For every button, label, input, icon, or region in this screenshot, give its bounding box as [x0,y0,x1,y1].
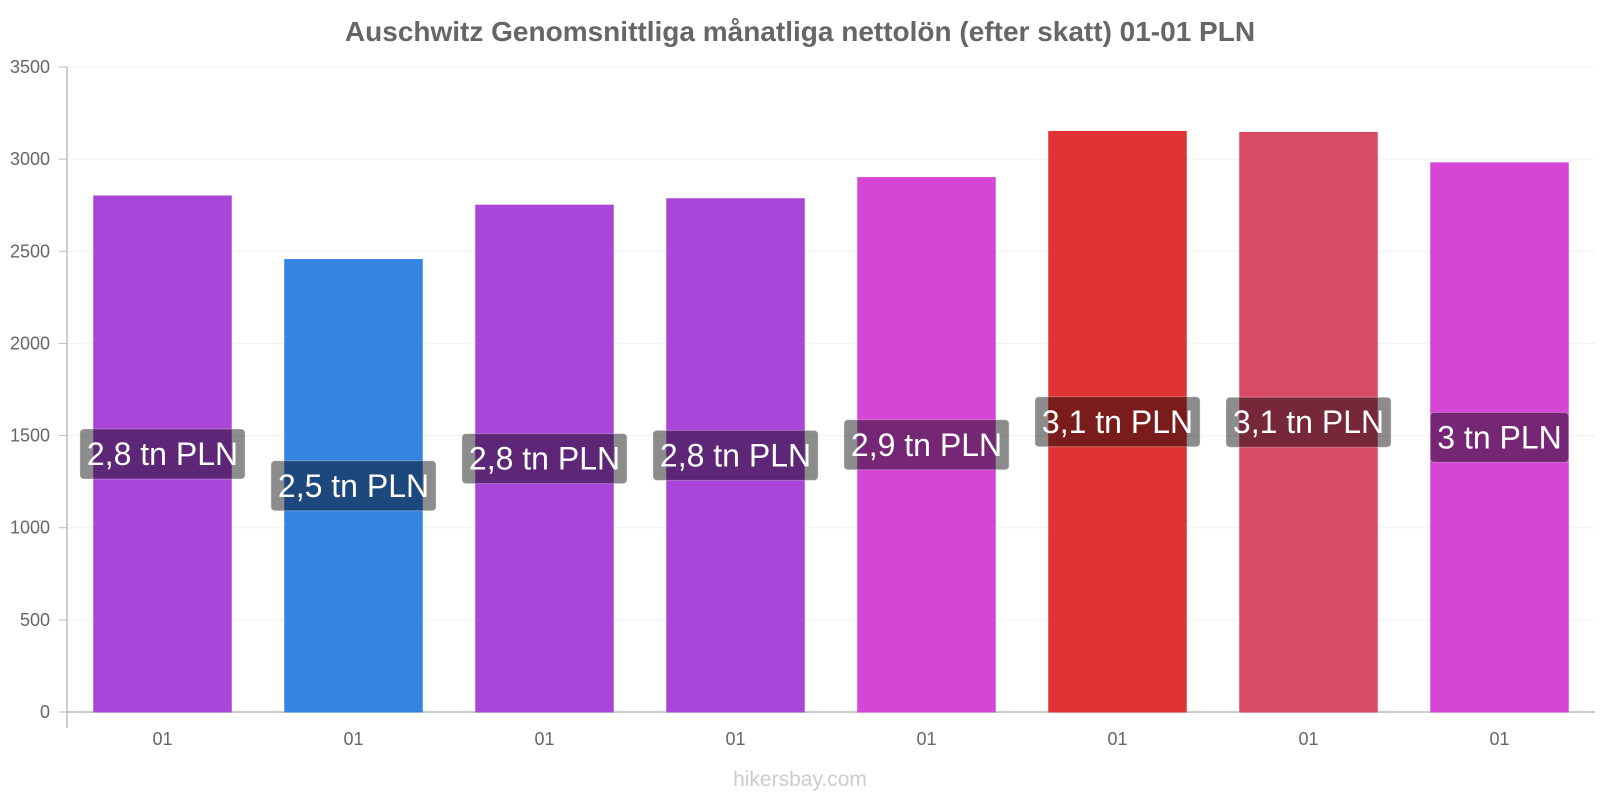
data-label-text: 2,8 tn PLN [87,436,238,472]
bar [93,195,232,713]
data-label-box [79,428,246,480]
bar [1239,131,1378,713]
data-label-box [461,433,628,485]
y-tick-label: 3500 [10,57,50,77]
x-tick-label: 01 [534,729,554,749]
data-label-text: 2,5 tn PLN [278,468,429,504]
data-label-text: 2,8 tn PLN [469,441,620,477]
y-tick-label: 2000 [10,333,50,353]
bar [857,177,996,713]
data-label: 2,5 tn PLN [270,460,437,512]
data-label-box [1034,396,1201,448]
data-labels: 2,8 tn PLN 2,5 tn PLN 2,8 tn PLN 2,8 tn PLN… [79,396,1570,512]
x-tick-label: 01 [1489,729,1509,749]
axes: 0 500 1000 1500 2000 2500 3000 3500 01 01 01 01 01 01… [10,57,1595,749]
data-label: 2,8 tn PLN [652,429,819,481]
data-label: 2,8 tn PLN [79,428,246,480]
data-label-text: 3,1 tn PLN [1042,404,1193,440]
bar [1048,131,1187,713]
data-label: 2,8 tn PLN [461,433,628,485]
data-label-text: 2,8 tn PLN [660,437,811,473]
y-tick-label: 0 [40,702,50,722]
data-label-box [270,460,437,512]
bar [666,198,805,713]
data-label-text: 2,9 tn PLN [851,427,1002,463]
data-label: 3,1 tn PLN [1034,396,1201,448]
x-tick-label: 01 [1298,729,1318,749]
bar [1430,162,1569,713]
data-label-box [843,419,1010,471]
bar [475,204,614,713]
x-tick-label: 01 [916,729,936,749]
data-label-box [1429,411,1570,463]
x-tick-label: 01 [1107,729,1127,749]
x-tick-label: 01 [343,729,363,749]
x-tick-label: 01 [152,729,172,749]
y-tick-label: 1000 [10,518,50,538]
y-tick-label: 500 [20,610,50,630]
y-tick-label: 1500 [10,426,50,446]
x-tick-label: 01 [725,729,745,749]
data-label-text: 3 tn PLN [1437,419,1562,455]
bar [284,259,423,713]
data-label: 3,1 tn PLN [1225,396,1392,448]
y-tick-label: 2500 [10,241,50,261]
data-label: 3 tn PLN [1429,411,1570,463]
data-label-box [1225,396,1392,448]
bars [93,131,1569,713]
y-tick-label: 3000 [10,149,50,169]
data-label-box [652,429,819,481]
data-label: 2,9 tn PLN [843,419,1010,471]
source-watermark: hikersbay.com [733,768,867,791]
data-label-text: 3,1 tn PLN [1233,404,1384,440]
chart-title: Auschwitz Genomsnittliga månatliga netto… [344,16,1256,47]
